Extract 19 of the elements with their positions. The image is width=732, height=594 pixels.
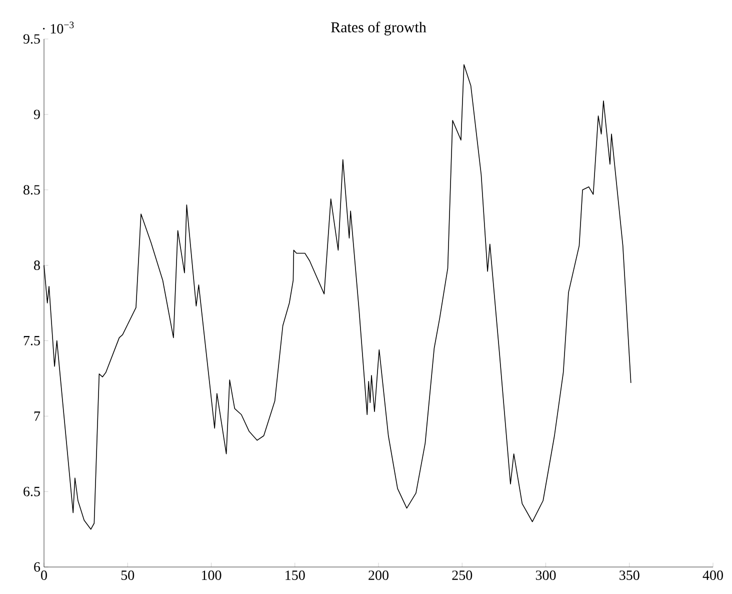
x-tick-label: 0	[41, 570, 47, 580]
y-tick-label: 6	[34, 562, 40, 572]
y-tick-label: 9	[34, 110, 40, 120]
y-tick-label: 8.5	[24, 185, 40, 195]
y-tick-label: 9.5	[23, 34, 40, 44]
x-tick-label: 100	[202, 570, 222, 580]
y-tick-label: 7	[34, 412, 40, 421]
y-tick-label: 7.5	[24, 336, 40, 346]
x-tick-label: 250	[452, 570, 472, 580]
chart-title: Rates of growth	[331, 22, 426, 36]
y-tick-label: 6.5	[24, 486, 40, 496]
y-tick-label: 8	[34, 260, 40, 270]
x-tick-label: 350	[620, 570, 640, 580]
x-tick-label: 200	[368, 570, 388, 580]
x-tick-label: 300	[536, 570, 556, 580]
x-tick-label: 50	[121, 570, 134, 580]
x-tick-label: 150	[286, 570, 305, 580]
x-tick-label: 400	[702, 570, 723, 580]
text: · 10$^{−3}$	[43, 22, 74, 34]
